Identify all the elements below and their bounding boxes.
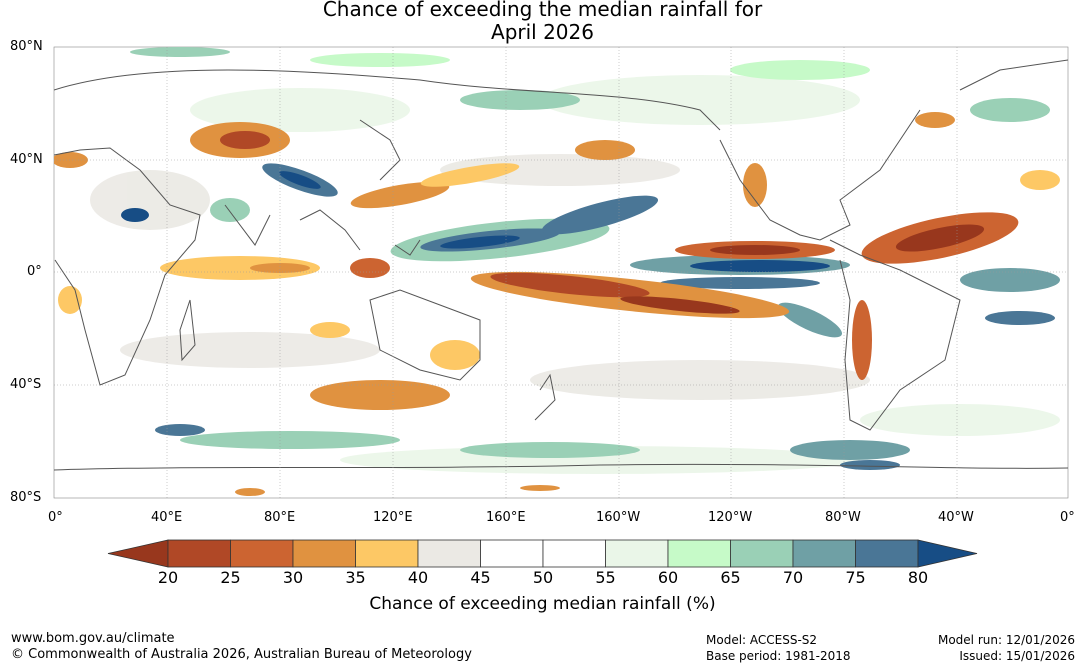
colorbar-swatch xyxy=(480,539,544,568)
colorbar-tick: 30 xyxy=(282,568,304,587)
colorbar-swatch xyxy=(417,539,481,568)
lon-label: 0° xyxy=(1060,510,1075,525)
colorbar-swatch xyxy=(107,539,169,568)
footer-model-run: Model run: 12/01/2026 xyxy=(937,633,1075,647)
colorbar-swatch xyxy=(730,539,794,568)
dry-anomalies xyxy=(54,112,1060,496)
probability-field xyxy=(54,47,1068,496)
lat-label: 80°N xyxy=(10,39,43,54)
lon-label: 120°W xyxy=(708,510,753,525)
colorbar-swatch xyxy=(605,539,669,568)
footer-url: www.bom.gov.au/climate xyxy=(11,631,175,646)
colorbar-swatch xyxy=(855,539,919,568)
graticule xyxy=(54,47,1068,498)
colorbar-tick: 80 xyxy=(907,568,929,587)
lat-label: 40°S xyxy=(10,377,42,392)
colorbar-swatch xyxy=(542,539,606,568)
lon-label: 40°W xyxy=(938,510,974,525)
lat-label: 80°S xyxy=(10,490,42,505)
colorbar-swatch xyxy=(167,539,231,568)
colorbar-tick: 40 xyxy=(407,568,429,587)
footer-copyright: © Commonwealth of Australia 2026, Austra… xyxy=(11,647,472,662)
colorbar-swatch xyxy=(355,539,419,568)
colorbar-tick: 20 xyxy=(157,568,179,587)
lon-label: 120°E xyxy=(373,510,413,525)
lon-label: 80°E xyxy=(264,510,296,525)
lon-label: 0° xyxy=(48,510,63,525)
colorbar-tick: 45 xyxy=(470,568,491,587)
colorbar-swatch xyxy=(292,539,356,568)
map-title-line-1: Chance of exceeding the median rainfall … xyxy=(322,0,763,21)
colorbar-tick: 50 xyxy=(532,568,554,587)
map-title-line-2: April 2026 xyxy=(491,20,594,44)
colorbar xyxy=(107,539,978,568)
colorbar-tick: 75 xyxy=(845,568,866,587)
colorbar-tick: 60 xyxy=(657,568,679,587)
colorbar-title: Chance of exceeding median rainfall (%) xyxy=(369,594,716,614)
footer-model: Model: ACCESS-S2 xyxy=(706,633,818,647)
footer-issued: Issued: 15/01/2026 xyxy=(959,649,1075,663)
lat-label: 40°N xyxy=(10,152,43,167)
wet-anomalies xyxy=(121,47,1060,470)
footer-base-period: Base period: 1981-2018 xyxy=(706,649,851,663)
colorbar-swatch xyxy=(667,539,731,568)
lon-label: 160°W xyxy=(596,510,641,525)
colorbar-swatch xyxy=(230,539,294,568)
colorbar-swatch xyxy=(917,539,978,568)
colorbar-tick: 55 xyxy=(595,568,616,587)
lon-label: 80°W xyxy=(825,510,861,525)
colorbar-swatch xyxy=(792,539,856,568)
colorbar-tick: 35 xyxy=(345,568,366,587)
colorbar-tick: 70 xyxy=(782,568,804,587)
colorbar-tick: 65 xyxy=(720,568,741,587)
coastlines xyxy=(54,59,1068,471)
lon-label: 160°E xyxy=(486,510,526,525)
colorbar-tick: 25 xyxy=(220,568,241,587)
lat-label: 0° xyxy=(27,264,42,279)
lon-label: 40°E xyxy=(151,510,183,525)
